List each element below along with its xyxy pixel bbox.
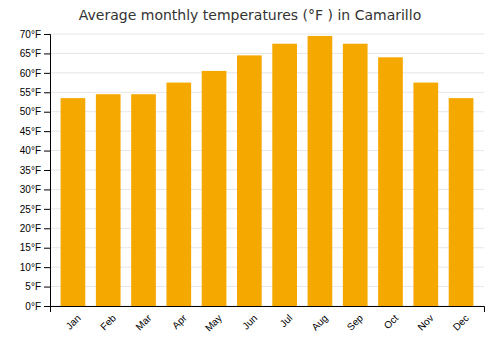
bars (61, 36, 474, 306)
y-tick-label: 50°F (20, 106, 41, 117)
y-tick-mark (44, 92, 50, 93)
y-tick-label: 5°F (25, 281, 41, 292)
y-tick-mark (44, 131, 50, 132)
y-tick: 70°F (20, 29, 50, 40)
y-tick: 15°F (20, 242, 50, 253)
y-tick-label: 65°F (20, 48, 41, 59)
plot: 0°F 5°F 10°F 15°F 20°F 25°F 30°F 35°F 40°F 45°F 50… (20, 29, 485, 334)
y-tick-mark (44, 73, 50, 74)
x-tick: Dec (451, 312, 471, 332)
y-axis-line (44, 35, 51, 307)
y-tick-mark (44, 151, 50, 152)
y-tick-mark (44, 53, 50, 54)
bar (378, 57, 403, 306)
y-tick: 40°F (20, 145, 50, 156)
bar (237, 55, 262, 306)
bar (413, 83, 438, 306)
y-tick-mark (44, 189, 50, 190)
y-tick-mark (44, 306, 50, 307)
y-tick-label: 15°F (20, 242, 41, 253)
y-tick-label: 30°F (20, 184, 41, 195)
x-tick-label: Jan (64, 312, 83, 331)
y-tick-label: 70°F (20, 29, 41, 40)
y-tick-label: 10°F (20, 262, 41, 273)
y-tick-label: 55°F (20, 87, 41, 98)
y-tick-mark (44, 287, 50, 288)
y-axis: 0°F 5°F 10°F 15°F 20°F 25°F 30°F 35°F 40°F 45°F 50… (20, 29, 51, 312)
x-tick: Mar (133, 312, 153, 332)
bar (449, 98, 474, 306)
y-tick-label: 35°F (20, 165, 41, 176)
y-tick: 30°F (20, 184, 50, 195)
x-tick: Aug (309, 312, 329, 332)
x-tick-label: May (203, 312, 224, 333)
y-tick-label: 25°F (20, 204, 41, 215)
bar (343, 44, 368, 306)
grid-line (50, 72, 484, 73)
x-tick-label: Feb (98, 312, 118, 332)
x-tick-label: Aug (309, 312, 329, 332)
y-tick: 50°F (20, 106, 50, 117)
bar (131, 94, 156, 306)
grid (50, 34, 484, 306)
y-tick: 10°F (20, 262, 50, 273)
y-tick-mark (44, 209, 50, 210)
x-tick: Apr (170, 312, 189, 331)
title: Average monthly temperatures (°F ) in Ca… (79, 7, 421, 23)
x-tick: Jan (64, 312, 83, 331)
x-tick-label: Mar (133, 312, 153, 332)
x-tick: Nov (415, 312, 435, 332)
grid-line (50, 53, 484, 54)
x-tick-label: Nov (415, 312, 435, 332)
y-tick-mark (44, 34, 50, 35)
bar (272, 44, 297, 306)
y-tick-mark (44, 170, 50, 171)
y-tick-label: 20°F (20, 223, 41, 234)
x-tick-label: Dec (451, 312, 471, 332)
x-tick: Oct (382, 312, 401, 331)
x-axis-line (51, 307, 485, 313)
y-tick: 35°F (20, 165, 50, 176)
y-tick: 5°F (25, 281, 50, 292)
x-tick: May (203, 312, 224, 333)
x-tick-label: Jul (278, 312, 295, 329)
y-tick: 0°F (25, 301, 50, 312)
x-tick-label: Jun (240, 312, 259, 331)
y-tick-label: 0°F (25, 301, 41, 312)
y-tick-mark (44, 267, 50, 268)
x-tick: Sep (345, 312, 366, 333)
x-tick: Jul (278, 312, 295, 329)
x-axis: Jan Feb Mar Apr May Jun Jul Aug Sep Oct Nov Dec (51, 307, 485, 334)
x-tick-label: Apr (170, 312, 189, 331)
x-tick-label: Oct (382, 312, 401, 331)
y-tick-label: 40°F (20, 145, 41, 156)
bar (96, 94, 121, 306)
bar (166, 83, 191, 306)
y-tick-label: 45°F (20, 126, 41, 137)
x-tick: Jun (240, 312, 259, 331)
y-tick: 25°F (20, 204, 50, 215)
x-tick-label: Sep (345, 312, 366, 333)
y-tick-label: 60°F (20, 68, 41, 79)
y-tick: 20°F (20, 223, 50, 234)
y-tick: 65°F (20, 48, 50, 59)
y-tick: 60°F (20, 68, 50, 79)
x-tick: Feb (98, 312, 118, 332)
y-tick: 55°F (20, 87, 50, 98)
y-tick: 45°F (20, 126, 50, 137)
y-tick-mark (44, 112, 50, 113)
bar (61, 98, 86, 306)
bar (308, 36, 333, 306)
y-tick-mark (44, 228, 50, 229)
y-tick-mark (44, 248, 50, 249)
bar (202, 71, 227, 306)
grid-line (50, 34, 484, 35)
chart: 0°F 5°F 10°F 15°F 20°F 25°F 30°F 35°F 40°F 45°F 50… (0, 0, 500, 350)
